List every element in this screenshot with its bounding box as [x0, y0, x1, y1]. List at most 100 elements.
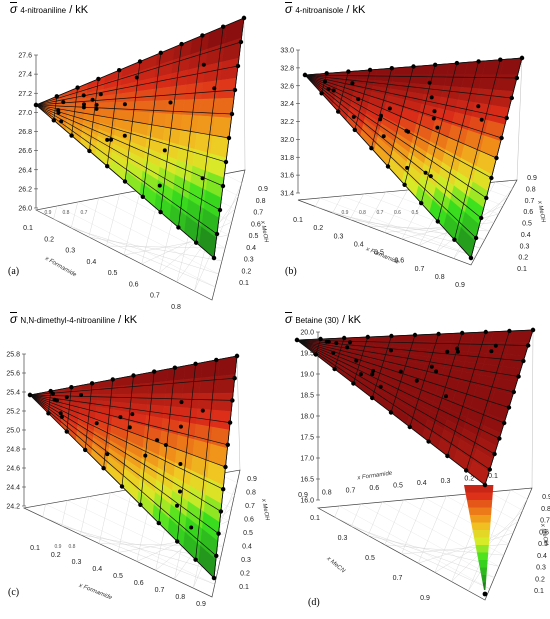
data-point — [324, 339, 329, 344]
data-point — [402, 182, 407, 187]
data-point — [81, 93, 86, 98]
x-axis-tick-label: 0.3 — [65, 248, 75, 255]
data-point — [105, 164, 110, 169]
data-point — [476, 104, 481, 109]
x-axis-tick-label: 0.2 — [51, 552, 61, 559]
surface-patch — [149, 100, 169, 114]
data-point — [519, 55, 525, 61]
data-point — [379, 113, 383, 118]
chart-title-d: σ Betaine (30) / kK — [285, 312, 361, 326]
data-point — [122, 179, 128, 184]
y-axis-tick-label: 0.8 — [526, 186, 536, 193]
surface-plot-b: 33.0 32.8 32.6 32.4 32.2 32.0 31.8 31.6 31.4 0.1 0… — [280, 48, 546, 290]
back-edge-line — [236, 355, 241, 471]
data-point — [464, 468, 469, 473]
data-point — [473, 235, 479, 241]
floor-grid-line — [401, 497, 426, 555]
y-axis-tick-label: 0.9 — [258, 186, 268, 193]
data-point — [51, 391, 55, 396]
title-unit: / kK — [346, 4, 366, 16]
mecn-axis-tick-label: 0.1 — [310, 515, 320, 522]
data-point — [492, 451, 497, 457]
surface-spike-patch — [469, 515, 492, 523]
y-axis-tick-label: 0.5 — [249, 233, 259, 240]
surface-patch — [133, 100, 152, 113]
data-point — [227, 420, 233, 425]
surface-patch — [215, 374, 236, 394]
floor-grid-line — [384, 189, 408, 233]
title-unit: / kK — [69, 4, 89, 16]
z-axis-tick-label: 32.0 — [280, 137, 294, 144]
data-point — [407, 424, 412, 430]
data-point — [119, 484, 125, 489]
x-axis-tick-label: 0.6 — [129, 281, 139, 288]
z-axis-tick-label: 24.2 — [6, 504, 20, 511]
data-point — [94, 102, 99, 107]
data-point — [351, 381, 356, 386]
data-point — [79, 393, 84, 397]
data-point — [176, 225, 181, 230]
data-point — [162, 148, 167, 153]
surface-mesh-line — [304, 74, 492, 179]
data-point — [345, 345, 350, 350]
surface-patch — [131, 382, 150, 395]
data-point — [489, 175, 494, 181]
data-point — [385, 164, 391, 169]
floor-grid-line — [424, 497, 509, 545]
data-point — [220, 183, 226, 189]
surface-mesh-line — [304, 74, 477, 239]
title-symbol: σ — [285, 2, 293, 16]
z-axis-tick-label: 31.4 — [280, 191, 294, 198]
mecn-axis-tick-label: 0.7 — [393, 575, 403, 582]
data-point — [445, 453, 450, 459]
data-point — [223, 464, 228, 470]
x-axis-tick-label: 0.7 — [415, 266, 425, 273]
data-point — [521, 358, 526, 364]
data-point — [200, 408, 205, 413]
data-point — [238, 39, 244, 45]
x-axis-tick-label: 0.8 — [175, 594, 185, 601]
surface-plot-d: 20.019.519.018.518.017.517.016.516.00.9 0… — [294, 327, 550, 602]
z-axis-tick-label: 18.5 — [300, 393, 314, 400]
data-point — [331, 350, 336, 355]
z-axis-tick-label: 32.8 — [280, 65, 294, 72]
floor-grid-line — [88, 236, 222, 262]
z-axis-tick-label: 32.4 — [280, 101, 294, 108]
data-point — [419, 200, 424, 206]
floor-triangle — [316, 487, 533, 601]
surface-mesh-line — [176, 363, 196, 542]
x-axis-tick-label: 0.5 — [393, 483, 403, 490]
x-axis-tick-label: 0.8 — [171, 304, 181, 311]
data-point — [101, 466, 106, 471]
z-axis-tick-label: 25.0 — [6, 428, 20, 435]
surface-mesh-line — [35, 104, 227, 163]
surface-spike-patch — [465, 492, 493, 500]
x-axis-label: x Formamide — [356, 471, 393, 482]
data-point — [378, 117, 383, 122]
data-point — [122, 102, 127, 107]
surface-spike-patch — [464, 485, 494, 493]
data-point — [445, 349, 450, 354]
surface-mesh-line — [296, 339, 490, 470]
back-edge-line — [243, 17, 246, 171]
data-point — [140, 194, 145, 199]
data-point — [105, 452, 110, 457]
data-point — [201, 62, 206, 67]
y-axis-tick-label: 0.6 — [539, 529, 549, 536]
back-axis-tick-label: 0.9 — [45, 210, 52, 216]
surface-mesh-line — [160, 44, 182, 213]
back-edge-line — [531, 329, 534, 489]
surface-patch — [184, 82, 204, 101]
data-point — [348, 340, 352, 345]
data-point — [507, 328, 512, 334]
z-axis-tick-label: 24.6 — [6, 466, 20, 473]
floor-grid-line — [53, 218, 216, 288]
x-axis-tick-label: 0.7 — [155, 587, 165, 594]
y-axis-tick-label: 0.3 — [241, 557, 251, 564]
surface-mesh-line — [35, 104, 218, 235]
x-axis-tick-label: 0.8 — [435, 274, 445, 281]
floor-grid-line — [332, 212, 481, 249]
data-point — [234, 353, 240, 359]
back-axis-tick-label: 0.9 — [55, 544, 62, 550]
data-point — [96, 76, 101, 82]
